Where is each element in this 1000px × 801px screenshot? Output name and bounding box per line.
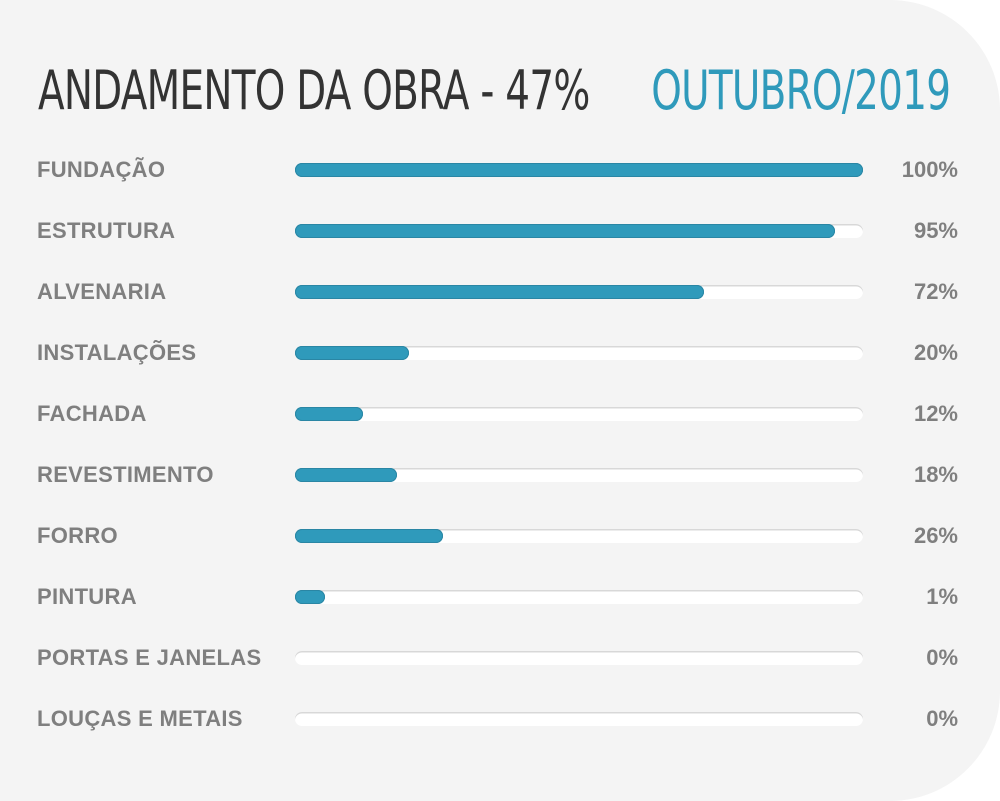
stage-percentage: 95% [913, 218, 958, 243]
stage-percentage: 0% [926, 706, 958, 731]
progress-fill [295, 346, 409, 360]
stage-percentage: 100% [901, 157, 958, 182]
progress-fill [295, 407, 364, 421]
progress-fill [295, 590, 325, 604]
progress-track [295, 712, 863, 726]
stage-label: REVESTIMENTO [37, 462, 214, 487]
report-date: OUTUBRO/2019 [651, 59, 951, 122]
progress-row: PORTAS E JANELAS 0% [0, 643, 1000, 673]
page-title: ANDAMENTO DA OBRA - 47% [38, 59, 590, 122]
progress-track [295, 163, 863, 177]
progress-track [295, 468, 863, 482]
progress-row: REVESTIMENTO 18% [0, 460, 1000, 490]
stage-percentage: 18% [913, 462, 958, 487]
progress-row: FACHADA 12% [0, 399, 1000, 429]
progress-track [295, 407, 863, 421]
stage-percentage: 72% [913, 279, 958, 304]
stage-label: ALVENARIA [37, 279, 167, 304]
progress-fill [295, 224, 835, 238]
progress-track [295, 224, 863, 238]
progress-track [295, 285, 863, 299]
progress-track [295, 590, 863, 604]
progress-fill [295, 285, 704, 299]
stage-label: FUNDAÇÃO [37, 157, 166, 182]
stage-label: LOUÇAS E METAIS [37, 706, 243, 731]
stage-percentage: 20% [913, 340, 958, 365]
stage-percentage: 0% [926, 645, 958, 670]
progress-row: INSTALAÇÕES 20% [0, 338, 1000, 368]
progress-track [295, 346, 863, 360]
progress-row: FORRO 26% [0, 521, 1000, 551]
progress-fill [295, 163, 863, 177]
stage-label: INSTALAÇÕES [37, 340, 197, 365]
progress-fill [295, 468, 398, 482]
progress-row: ALVENARIA 72% [0, 277, 1000, 307]
stage-percentage: 12% [913, 401, 958, 426]
stage-label: FACHADA [37, 401, 147, 426]
stage-percentage: 26% [913, 523, 958, 548]
progress-row: ESTRUTURA 95% [0, 216, 1000, 246]
stage-percentage: 1% [926, 584, 958, 609]
stage-label: FORRO [37, 523, 118, 548]
progress-track [295, 651, 863, 665]
stage-label: PORTAS E JANELAS [37, 645, 262, 670]
stage-label: ESTRUTURA [37, 218, 176, 243]
progress-fill [295, 529, 443, 543]
progress-row: PINTURA 1% [0, 582, 1000, 612]
progress-track [295, 529, 863, 543]
stage-label: PINTURA [37, 584, 137, 609]
progress-row: LOUÇAS E METAIS 0% [0, 704, 1000, 734]
progress-row: FUNDAÇÃO 100% [0, 155, 1000, 185]
